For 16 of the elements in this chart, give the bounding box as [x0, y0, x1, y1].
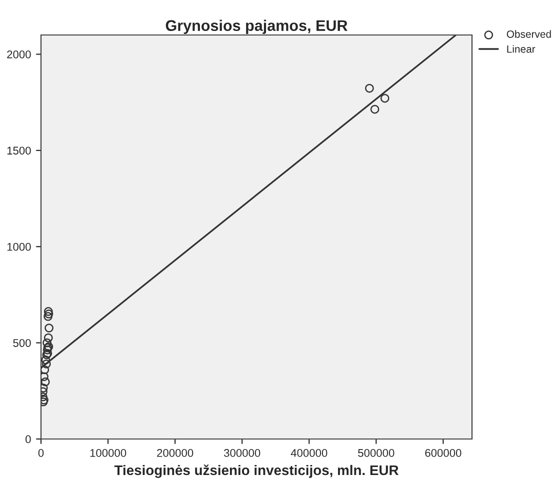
x-tick-label: 600000 — [425, 449, 462, 457]
x-tick-label: 400000 — [290, 449, 328, 457]
x-tick-label: 0 — [38, 449, 44, 457]
x-tick-label: 100000 — [90, 449, 126, 457]
y-tick-label: 2000 — [7, 50, 31, 58]
y-tick-label: 1500 — [7, 146, 31, 155]
x-tick-label: 300000 — [224, 449, 260, 457]
x-axis-title: Tiesioginės užsienio investicijos, mln. EUR — [114, 464, 398, 478]
legend-label: Linear — [507, 45, 536, 53]
y-tick-label: 1000 — [7, 242, 31, 251]
x-tick-label: 200000 — [157, 449, 194, 457]
x-tick-label: 500000 — [358, 449, 394, 457]
y-tick-label: 0 — [26, 435, 31, 444]
y-tick-label: 500 — [13, 339, 31, 347]
chart-title: Grynosios pajamos, EUR — [166, 20, 348, 34]
legend-label: Observed — [506, 30, 551, 38]
